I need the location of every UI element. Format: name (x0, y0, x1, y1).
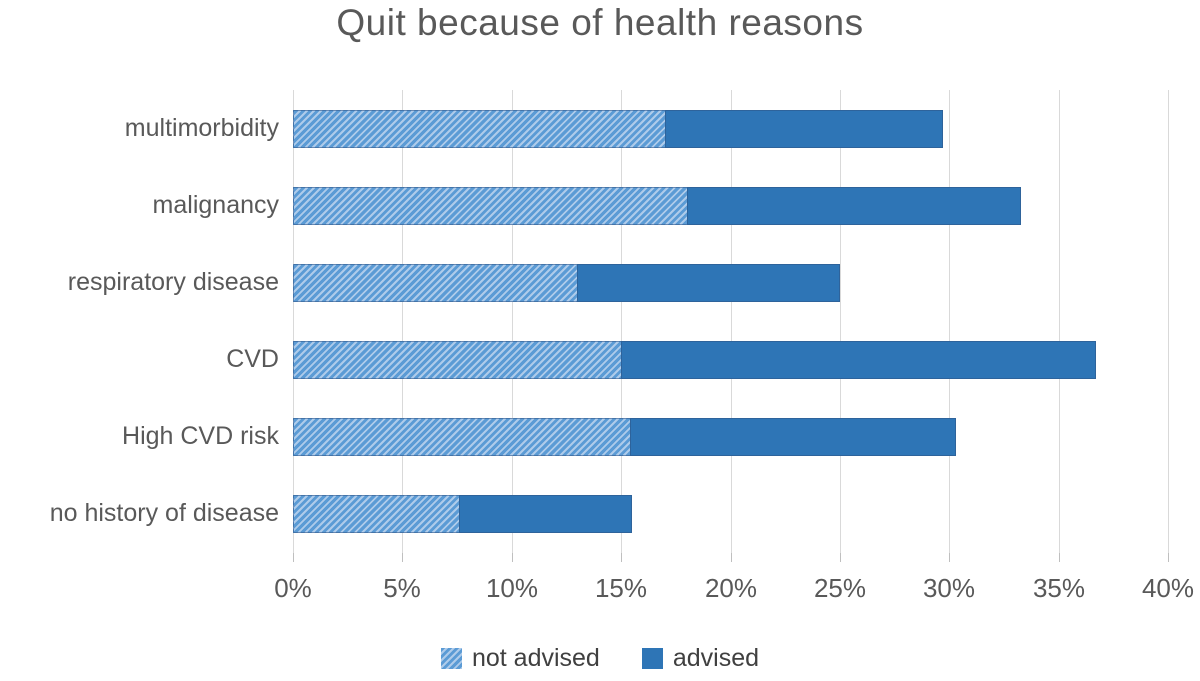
x-tick-label: 20% (704, 573, 758, 603)
gridline (731, 90, 732, 553)
bar-segment-not-advised (293, 263, 578, 302)
category-label: malignancy (152, 190, 279, 219)
gridline (949, 90, 950, 553)
bar-segment-not-advised (293, 186, 687, 225)
x-tick-label: 30% (922, 573, 976, 603)
axis-tick (1168, 553, 1169, 562)
gridline (512, 90, 513, 553)
legend-label: advised (672, 644, 760, 672)
legend-label: not advised (471, 644, 600, 672)
x-tick-label: 0% (274, 573, 312, 603)
legend: not advised advised (0, 644, 1200, 673)
x-tick-label: 40% (1141, 573, 1195, 603)
gridline (840, 90, 841, 553)
category-label: respiratory disease (67, 267, 279, 296)
category-label: multimorbidity (124, 113, 279, 142)
gridline (1168, 90, 1169, 553)
x-tick-label: 35% (1032, 573, 1086, 603)
gridline (621, 90, 622, 553)
legend-swatch-hatched (440, 648, 462, 669)
gridline (402, 90, 403, 553)
axis-tick (1059, 553, 1060, 562)
chart-title: Quit because of health reasons (336, 2, 864, 43)
bar-row (293, 186, 1168, 225)
category-label: High CVD risk (122, 422, 279, 451)
bar-row (293, 495, 1168, 534)
bar-segment-advised (629, 418, 956, 457)
axis-tick (731, 553, 732, 562)
axis-tick (949, 553, 950, 562)
legend-item: not advised (440, 644, 600, 673)
gridline (293, 90, 294, 553)
bar-segment-advised (621, 341, 1096, 380)
axis-tick (840, 553, 841, 562)
bar-row (293, 418, 1168, 457)
axis-tick (512, 553, 513, 562)
x-tick-label: 10% (485, 573, 539, 603)
bar-segment-not-advised (293, 341, 622, 380)
legend-swatch-solid (641, 648, 663, 669)
bar-segment-advised (664, 109, 943, 148)
bar-segment-not-advised (293, 418, 630, 457)
bar-row (293, 109, 1168, 148)
bar-segment-advised (686, 186, 1022, 225)
legend-item: advised (641, 644, 760, 673)
x-tick-label: 15% (594, 573, 648, 603)
bar-row (293, 263, 1168, 302)
x-tick-label: 5% (383, 573, 421, 603)
bar-segment-advised (459, 495, 633, 534)
x-tick-label: 25% (813, 573, 867, 603)
plot-area (293, 90, 1169, 553)
axis-tick (402, 553, 403, 562)
gridline (1059, 90, 1060, 553)
category-label: no history of disease (49, 499, 279, 528)
bar-segment-not-advised (293, 109, 665, 148)
bar-row (293, 341, 1168, 380)
axis-tick (293, 553, 294, 562)
category-label: CVD (226, 345, 279, 374)
axis-tick (621, 553, 622, 562)
bar-segment-advised (577, 263, 840, 302)
bar-segment-not-advised (293, 495, 460, 534)
